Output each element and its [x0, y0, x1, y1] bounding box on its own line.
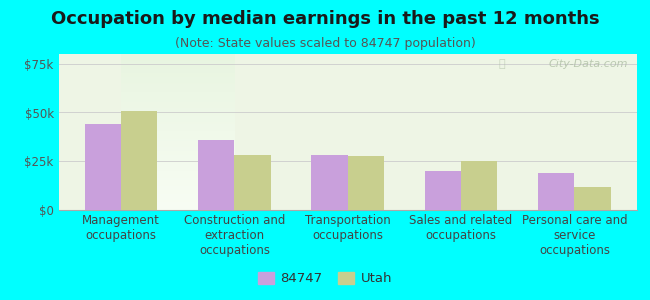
Bar: [198, 140, 235, 210]
Text: (Note: State values scaled to 84747 population): (Note: State values scaled to 84747 popu…: [175, 38, 475, 50]
Bar: [425, 171, 461, 210]
Bar: [311, 155, 348, 210]
Bar: [235, 155, 270, 210]
Text: City-Data.com: City-Data.com: [549, 59, 629, 69]
Text: ⓒ: ⓒ: [498, 59, 505, 69]
Bar: [538, 173, 575, 210]
Bar: [348, 156, 384, 210]
Text: Occupation by median earnings in the past 12 months: Occupation by median earnings in the pas…: [51, 11, 599, 28]
Bar: [575, 187, 611, 210]
Bar: [461, 161, 497, 210]
Bar: [121, 110, 157, 210]
Legend: 84747, Utah: 84747, Utah: [253, 266, 397, 290]
Bar: [84, 124, 121, 210]
